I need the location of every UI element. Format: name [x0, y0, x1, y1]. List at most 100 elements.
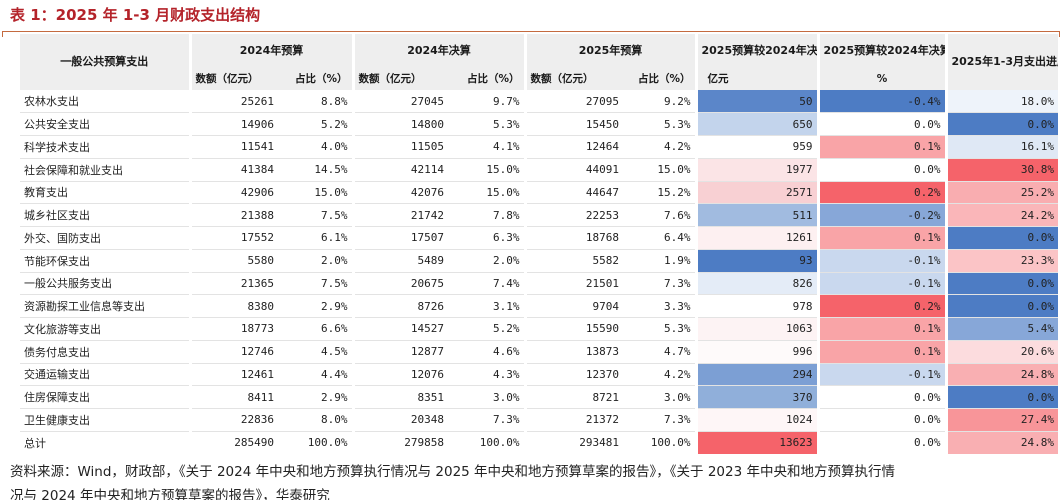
header-share-change: 2025预算较2024年决算占比新增 [816, 34, 946, 67]
budget-2024-share: 4.5% [278, 340, 353, 364]
budget-2024-share: 15.0% [278, 181, 353, 205]
budget-2024-share: 6.6% [278, 317, 353, 341]
sub-share-2024f: 占比（%） [448, 67, 525, 90]
final-2024-share: 2.0% [448, 249, 525, 273]
source-note-line1: 资料来源：Wind，财政部，《关于 2024 年中央和地方预算执行情况与 202… [10, 464, 895, 480]
final-2024-amount: 20348 [351, 408, 448, 432]
abs-change: 50 [694, 90, 818, 114]
final-2024-share: 7.8% [448, 203, 525, 227]
final-2024-share: 4.3% [448, 363, 525, 387]
category-name: 资源勘探工业信息等支出 [20, 294, 190, 318]
table-row: 社会保障和就业支出 41384 14.5% 42114 15.0% 44091 15.0% 1… [20, 158, 1058, 182]
budget-2025-amount: 18768 [523, 226, 623, 250]
budget-2024-amount: 8411 [188, 385, 278, 409]
budget-2024-share: 2.9% [278, 294, 353, 318]
abs-change: 2571 [694, 181, 818, 205]
abs-change: 996 [694, 340, 818, 364]
category-name: 总计 [24, 436, 46, 450]
budget-2025-amount: 15590 [523, 317, 623, 341]
budget-2025-amount: 5582 [523, 249, 623, 273]
budget-2025-amount: 293481 [523, 431, 623, 454]
sub-amount-2024f: 数额（亿元） [351, 67, 448, 90]
table-row: 城乡社区支出 21388 7.5% 21742 7.8% 22253 7.6% 511 -0.2… [20, 203, 1058, 227]
share-change: 0.1% [816, 317, 946, 341]
abs-change: 650 [694, 112, 818, 136]
abs-change: 93 [694, 249, 818, 273]
final-2024-amount: 12076 [351, 363, 448, 387]
final-2024-amount: 14800 [351, 112, 448, 136]
final-2024-amount: 8351 [351, 385, 448, 409]
progress: 30.8% [944, 158, 1058, 182]
table-row: 住房保障支出 8411 2.9% 8351 3.0% 8721 3.0% 370 0.0% 0.0… [20, 385, 1058, 409]
budget-2025-amount: 12370 [523, 363, 623, 387]
budget-2025-share: 15.2% [623, 181, 696, 205]
table-row: 文化旅游等支出 18773 6.6% 14527 5.2% 15590 5.3% 1063 0.… [20, 317, 1058, 341]
final-2024-share: 4.1% [448, 135, 525, 159]
category-name: 社会保障和就业支出 [20, 158, 190, 182]
category-name: 教育支出 [20, 181, 190, 205]
budget-2024-amount: 21365 [188, 272, 278, 296]
final-2024-share: 100.0% [479, 436, 520, 450]
table-row: 节能环保支出 5580 2.0% 5489 2.0% 5582 1.9% 93 -0.1% 23.… [20, 249, 1058, 273]
table-row: 公共安全支出 14906 5.2% 14800 5.3% 15450 5.3% 650 0.0%… [20, 112, 1058, 136]
category-name: 交通运输支出 [20, 363, 190, 387]
abs-change: 1261 [694, 226, 818, 250]
budget-2025-amount: 27095 [523, 90, 623, 114]
header-2024-budget: 2024年预算 [188, 34, 353, 67]
source-note-line2: 况与 2024 年中央和地方预算草案的报告》，华泰研究 [10, 488, 330, 500]
progress: 25.2% [944, 181, 1058, 205]
budget-2025-amount: 9704 [523, 294, 623, 318]
share-change: 0.2% [816, 181, 946, 205]
progress: 24.2% [944, 203, 1058, 227]
category-name: 公共安全支出 [20, 112, 190, 136]
budget-2024-share: 14.5% [278, 158, 353, 182]
budget-2025-share: 6.4% [623, 226, 696, 250]
progress: 24.8% [944, 431, 1058, 454]
budget-2025-amount: 44091 [523, 158, 623, 182]
sub-share-2025b: 占比（%） [623, 67, 696, 90]
table-row: 教育支出 42906 15.0% 42076 15.0% 44647 15.2% 2571 0.… [20, 181, 1058, 205]
budget-2025-share: 5.3% [623, 112, 696, 136]
progress: 27.4% [944, 408, 1058, 432]
category-name: 债务付息支出 [20, 340, 190, 364]
abs-change: 826 [694, 272, 818, 296]
budget-2024-share: 100.0% [307, 436, 348, 450]
progress: 0.0% [944, 112, 1058, 136]
final-2024-amount: 21742 [351, 203, 448, 227]
share-change: -0.2% [816, 203, 946, 227]
budget-2025-share: 9.2% [623, 90, 696, 114]
table-row: 债务付息支出 12746 4.5% 12877 4.6% 13873 4.7% 996 0.1%… [20, 340, 1058, 364]
table-row-total: 总计 285490 100.0% 279858 100.0% 293481 100.0% 13… [20, 431, 1058, 454]
progress: 16.1% [944, 135, 1058, 159]
abs-change: 13623 [694, 431, 818, 454]
abs-change: 959 [694, 135, 818, 159]
budget-2025-amount: 44647 [523, 181, 623, 205]
budget-2024-share: 7.5% [278, 203, 353, 227]
category-name: 卫生健康支出 [20, 408, 190, 432]
header-abs-change: 2025预算较2024年决算绝对值新增 [694, 34, 818, 67]
share-change: -0.1% [816, 363, 946, 387]
budget-2024-amount: 42906 [188, 181, 278, 205]
progress: 0.0% [944, 294, 1058, 318]
budget-2024-amount: 25261 [188, 90, 278, 114]
final-2024-share: 9.7% [448, 90, 525, 114]
table-row: 一般公共服务支出 21365 7.5% 20675 7.4% 21501 7.3% 826 -0… [20, 272, 1058, 296]
category-name: 一般公共服务支出 [20, 272, 190, 296]
budget-2025-share: 3.0% [623, 385, 696, 409]
table-title: 表 1：2025 年 1-3 月财政支出结构 [10, 6, 261, 24]
sub-unit-abs: 亿元 [694, 67, 818, 90]
share-change: -0.1% [816, 272, 946, 296]
budget-2024-share: 8.0% [278, 408, 353, 432]
progress: 0.0% [944, 272, 1058, 296]
final-2024-amount: 42076 [351, 181, 448, 205]
abs-change: 511 [694, 203, 818, 227]
share-change: 0.1% [816, 340, 946, 364]
final-2024-share: 4.6% [448, 340, 525, 364]
final-2024-amount: 17507 [351, 226, 448, 250]
abs-change: 1063 [694, 317, 818, 341]
title-rule [2, 31, 1060, 32]
budget-2024-share: 5.2% [278, 112, 353, 136]
budget-2024-amount: 8380 [188, 294, 278, 318]
budget-2025-share: 4.7% [623, 340, 696, 364]
category-name: 文化旅游等支出 [20, 317, 190, 341]
